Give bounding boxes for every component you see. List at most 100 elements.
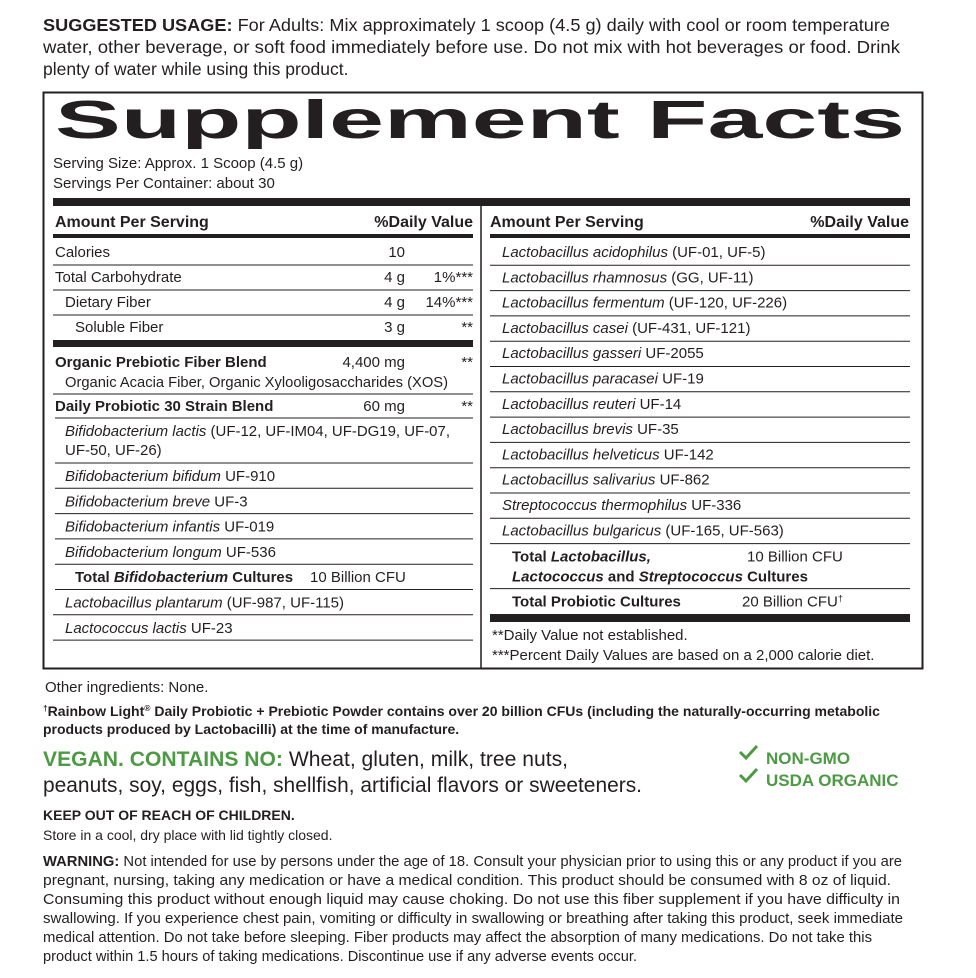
text-part: Lactobacillus paracasei xyxy=(502,371,659,388)
text-part: UF-536 xyxy=(222,544,276,561)
strain: Bifidobacterium infantis UF-019 xyxy=(65,519,274,536)
probiotic-total: Total Probiotic Cultures xyxy=(512,594,681,611)
text-part: ***Percent Daily Values are based on a 2… xyxy=(492,647,874,664)
strain: Lactobacillus fermentum (UF-120, UF-226) xyxy=(502,295,787,312)
text-part: SUGGESTED USAGE: xyxy=(43,15,233,35)
column-header: Amount Per Serving xyxy=(55,214,209,231)
text-part: Streptococcus thermophilus xyxy=(502,497,688,514)
nutrient-name: Dietary Fiber xyxy=(65,294,151,311)
text-part: NON-GMO xyxy=(766,749,850,768)
text-part: Bifidobacterium infantis xyxy=(65,519,221,536)
text-part: † xyxy=(838,594,843,604)
vegan-line: VEGAN. CONTAINS NO: Wheat, gluten, milk,… xyxy=(43,748,568,771)
text-part: **Daily Value not established. xyxy=(492,627,688,644)
text-part: UF-23 xyxy=(187,620,233,637)
strain: Lactobacillus gasseri UF-2055 xyxy=(502,345,704,362)
text-part: Lactobacillus fermentum xyxy=(502,295,665,312)
text-part: Total Probiotic Cultures xyxy=(512,594,681,611)
footnote: ***Percent Daily Values are based on a 2… xyxy=(492,647,874,664)
usage-line: plenty of water while using this product… xyxy=(43,59,348,79)
text-part: ** xyxy=(461,398,473,415)
header-rule xyxy=(490,234,910,238)
text-part: UF-2055 xyxy=(641,345,704,362)
thick-rule xyxy=(53,340,473,347)
text-part: Daily Probiotic + Prebiotic Powder conta… xyxy=(150,703,880,719)
text-part: Bifidobacterium longum xyxy=(65,544,222,561)
warning-line: Consuming this product without enough li… xyxy=(43,891,900,908)
text-part: swallowing. If you experience chest pain… xyxy=(43,910,903,927)
text-part: 60 mg xyxy=(363,398,405,415)
text-part: product within 1.5 hours of taking medic… xyxy=(43,948,637,965)
text-part: Lactobacillus reuteri xyxy=(502,396,636,413)
nutrient-name: Soluble Fiber xyxy=(75,319,163,336)
strain: Lactobacillus helveticus UF-142 xyxy=(502,446,714,463)
text-part: Total xyxy=(512,549,551,566)
text-part: Total Carbohydrate xyxy=(55,269,182,286)
strain: Lactobacillus plantarum (UF-987, UF-115) xyxy=(65,595,344,612)
text-part: Cultures xyxy=(743,569,808,586)
strain: Lactobacillus rhamnosus (GG, UF-11) xyxy=(502,269,753,286)
text-part: peanuts, soy, eggs, fish, shellfish, art… xyxy=(43,774,642,797)
text-part: UF-019 xyxy=(220,519,274,536)
text-part: Bifidobacterium bifidum xyxy=(65,468,221,485)
text-part: (UF-01, UF-5) xyxy=(668,244,766,261)
lacto-total: Total Lactobacillus, xyxy=(512,549,651,566)
check-icon xyxy=(738,744,759,761)
text-part: medical attention. Do not take before sl… xyxy=(43,929,872,946)
text-part: (UF-431, UF-121) xyxy=(628,320,751,337)
text-part: For Adults: Mix approximately 1 scoop (4… xyxy=(233,15,890,35)
text-part: UF-910 xyxy=(221,468,275,485)
lacto-total: Lactococcus and Streptococcus Cultures xyxy=(512,569,808,586)
nutrient-dv: 14%*** xyxy=(425,294,473,311)
text-part: Other ingredients: None. xyxy=(45,679,208,696)
text-part: products produced by Lactobacilli) at th… xyxy=(43,721,459,737)
warning-line: swallowing. If you experience chest pain… xyxy=(43,910,903,927)
text-part: KEEP OUT OF REACH OF CHILDREN. xyxy=(43,807,295,823)
strain: Lactobacillus acidophilus (UF-01, UF-5) xyxy=(502,244,765,261)
certification: NON-GMO xyxy=(766,749,850,768)
lacto-total-amount: 10 Billion CFU xyxy=(747,549,843,566)
text-part: Soluble Fiber xyxy=(75,319,163,336)
text-part: Total xyxy=(75,569,114,586)
text-part: (UF-12, UF-IM04, UF-DG19, UF-07, xyxy=(206,423,450,440)
text-part: %Daily Value xyxy=(374,214,473,231)
text-part: Lactobacillus brevis xyxy=(502,421,633,438)
text-part: Amount Per Serving xyxy=(55,214,209,231)
keep-out: KEEP OUT OF REACH OF CHILDREN. xyxy=(43,807,295,823)
text-part: Dietary Fiber xyxy=(65,294,151,311)
column-header: Amount Per Serving xyxy=(490,214,644,231)
warning-line: WARNING: Not intended for use by persons… xyxy=(43,853,902,870)
text-part: Lactobacillus bulgaricus xyxy=(502,522,662,539)
strain: Bifidobacterium breve UF-3 xyxy=(65,493,248,510)
blend-amount: 60 mg xyxy=(363,398,405,415)
text-part: 4 g xyxy=(384,294,405,311)
text-part: Lactococcus lactis xyxy=(65,620,187,637)
strain: Bifidobacterium longum UF-536 xyxy=(65,544,276,561)
cfu-note: †Rainbow Light® Daily Probiotic + Prebio… xyxy=(43,703,880,719)
text-part: WARNING: xyxy=(43,853,119,870)
text-part: Supplement Facts xyxy=(55,90,905,150)
text-part: 1%*** xyxy=(434,269,473,286)
text-part: Lactobacillus salivarius xyxy=(502,472,656,489)
text-part: 4 g xyxy=(384,269,405,286)
nutrient-dv: 1%*** xyxy=(434,269,473,286)
text-part: Cultures xyxy=(228,569,293,586)
text-part: (UF-165, UF-563) xyxy=(661,522,784,539)
text-part: Bifidobacterium xyxy=(114,569,228,586)
probiotic-total-amount: 20 Billion CFU† xyxy=(742,594,843,611)
strain: Lactobacillus paracasei UF-19 xyxy=(502,371,704,388)
text-part: Bifidobacterium lactis xyxy=(65,423,207,440)
facts-title: Supplement Facts xyxy=(55,90,905,150)
strain: Bifidobacterium bifidum UF-910 xyxy=(65,468,275,485)
strain: Streptococcus thermophilus UF-336 xyxy=(502,497,741,514)
serving-size: Serving Size: Approx. 1 Scoop (4.5 g) xyxy=(53,155,303,172)
text-part: Lactobacillus rhamnosus xyxy=(502,269,668,286)
text-part: Organic Acacia Fiber, Organic Xylooligos… xyxy=(65,374,448,391)
column-header: %Daily Value xyxy=(810,214,909,231)
text-part: UF-35 xyxy=(633,421,679,438)
strain: Bifidobacterium lactis (UF-12, UF-IM04, … xyxy=(65,423,450,440)
text-part: Serving Size: Approx. 1 Scoop (4.5 g) xyxy=(53,155,303,172)
text-part: 14%*** xyxy=(425,294,473,311)
text-part: Amount Per Serving xyxy=(490,214,644,231)
cfu-note: products produced by Lactobacilli) at th… xyxy=(43,721,459,737)
